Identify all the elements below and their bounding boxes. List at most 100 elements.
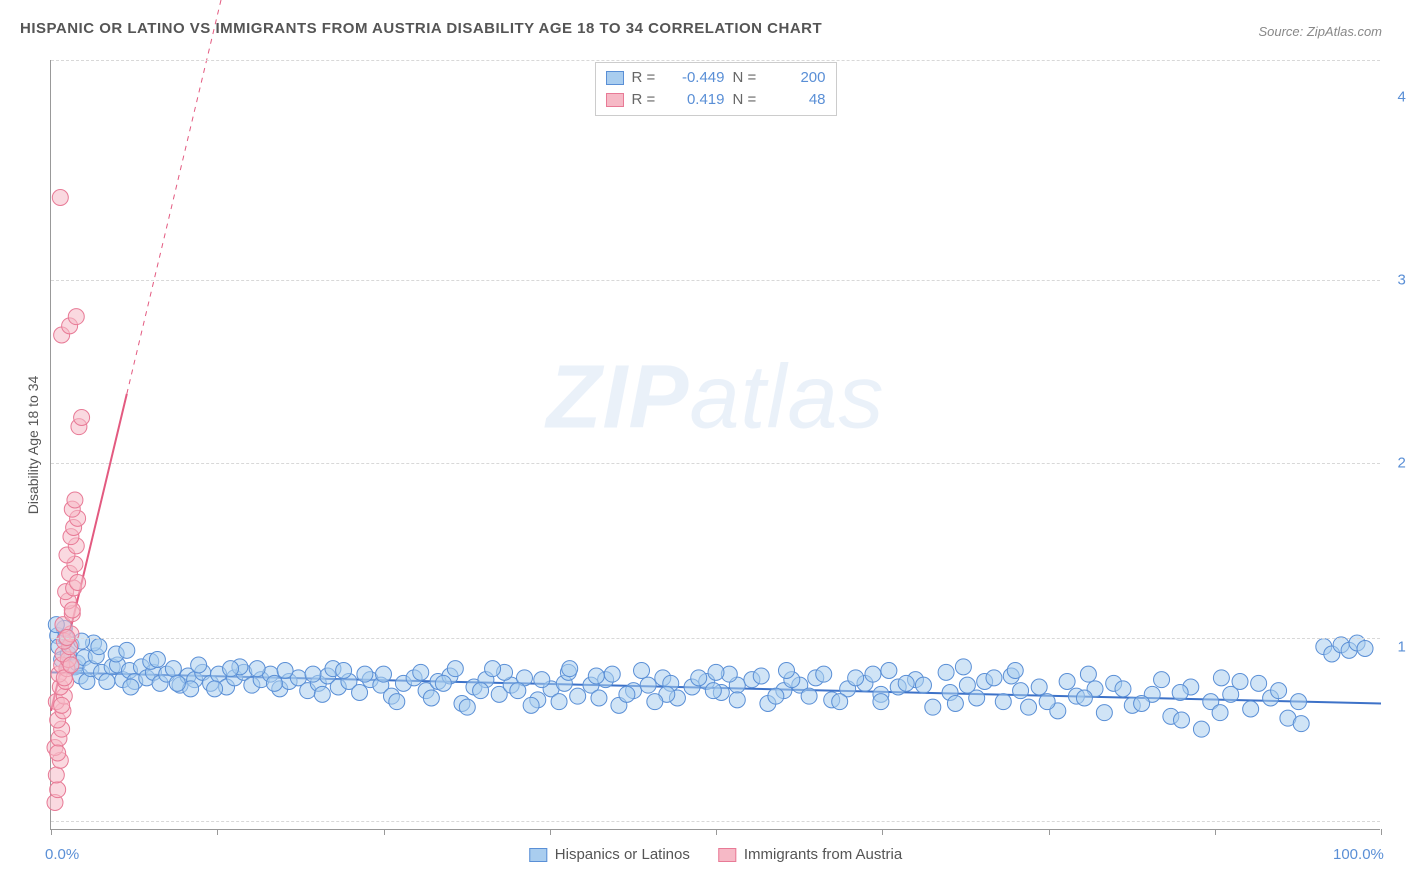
data-point — [1271, 683, 1287, 699]
data-point — [149, 652, 165, 668]
data-point — [619, 686, 635, 702]
x-tick — [882, 829, 883, 835]
data-point — [768, 688, 784, 704]
data-point — [1154, 672, 1170, 688]
data-point — [551, 694, 567, 710]
source-credit: Source: ZipAtlas.com — [1258, 24, 1382, 39]
data-point — [249, 661, 265, 677]
data-point — [459, 699, 475, 715]
x-tick — [716, 829, 717, 835]
gridline — [51, 638, 1380, 639]
data-point — [915, 677, 931, 693]
gridline — [51, 280, 1380, 281]
data-point — [473, 683, 489, 699]
data-point — [1021, 699, 1037, 715]
legend-label: Hispanics or Latinos — [555, 846, 690, 863]
data-point — [816, 666, 832, 682]
data-point — [485, 661, 501, 677]
data-point — [413, 664, 429, 680]
data-point — [955, 659, 971, 675]
data-point — [848, 670, 864, 686]
data-point — [969, 690, 985, 706]
data-point — [63, 657, 79, 673]
y-tick-label: 40.0% — [1397, 88, 1406, 105]
data-point — [191, 657, 207, 673]
data-point — [510, 683, 526, 699]
plot-area: Disability Age 18 to 34 ZIPatlas R = -0.… — [50, 60, 1380, 830]
data-point — [1080, 666, 1096, 682]
data-point — [947, 696, 963, 712]
data-point — [1243, 701, 1259, 717]
data-point — [52, 190, 68, 206]
data-point — [1174, 712, 1190, 728]
data-point — [64, 602, 80, 618]
data-point — [604, 666, 620, 682]
legend-swatch — [529, 848, 547, 862]
gridline — [51, 60, 1380, 61]
legend-label: Immigrants from Austria — [744, 846, 902, 863]
scatter-svg — [51, 60, 1380, 829]
data-point — [207, 681, 223, 697]
data-point — [352, 685, 368, 701]
data-point — [67, 492, 83, 508]
data-point — [169, 675, 185, 691]
data-point — [336, 663, 352, 679]
data-point — [691, 670, 707, 686]
data-point — [938, 664, 954, 680]
legend-item: Hispanics or Latinos — [529, 846, 690, 863]
data-point — [1076, 690, 1092, 706]
data-point — [389, 694, 405, 710]
data-point — [753, 668, 769, 684]
data-point — [832, 694, 848, 710]
data-point — [305, 666, 321, 682]
data-point — [1251, 675, 1267, 691]
data-point — [91, 639, 107, 655]
data-point — [165, 661, 181, 677]
data-point — [357, 666, 373, 682]
data-point — [68, 309, 84, 325]
data-point — [588, 668, 604, 684]
data-point — [898, 675, 914, 691]
x-tick — [384, 829, 385, 835]
data-point — [119, 642, 135, 658]
data-point — [50, 782, 66, 798]
x-tick — [1381, 829, 1382, 835]
x-tick — [1049, 829, 1050, 835]
data-point — [534, 672, 550, 688]
chart-title: HISPANIC OR LATINO VS IMMIGRANTS FROM AU… — [20, 20, 822, 37]
data-point — [1007, 663, 1023, 679]
data-point — [634, 663, 650, 679]
data-point — [1013, 683, 1029, 699]
x-tick — [217, 829, 218, 835]
data-point — [266, 675, 282, 691]
data-point — [1212, 705, 1228, 721]
data-point — [562, 661, 578, 677]
data-point — [995, 694, 1011, 710]
data-point — [1059, 674, 1075, 690]
data-point — [314, 686, 330, 702]
data-point — [435, 675, 451, 691]
data-point — [708, 664, 724, 680]
y-tick-label: 20.0% — [1397, 455, 1406, 472]
data-point — [1293, 716, 1309, 732]
data-point — [523, 697, 539, 713]
data-point — [48, 767, 64, 783]
data-point — [1232, 674, 1248, 690]
legend-item: Immigrants from Austria — [718, 846, 902, 863]
data-point — [123, 679, 139, 695]
data-point — [99, 674, 115, 690]
data-point — [1357, 641, 1373, 657]
data-point — [1172, 685, 1188, 701]
x-axis-label: 0.0% — [45, 846, 79, 863]
data-point — [873, 694, 889, 710]
x-tick — [550, 829, 551, 835]
data-point — [801, 688, 817, 704]
gridline — [51, 463, 1380, 464]
data-point — [50, 745, 66, 761]
data-point — [925, 699, 941, 715]
data-point — [1291, 694, 1307, 710]
y-axis-label: Disability Age 18 to 34 — [25, 375, 41, 514]
data-point — [1115, 681, 1131, 697]
data-point — [1193, 721, 1209, 737]
data-point — [376, 666, 392, 682]
